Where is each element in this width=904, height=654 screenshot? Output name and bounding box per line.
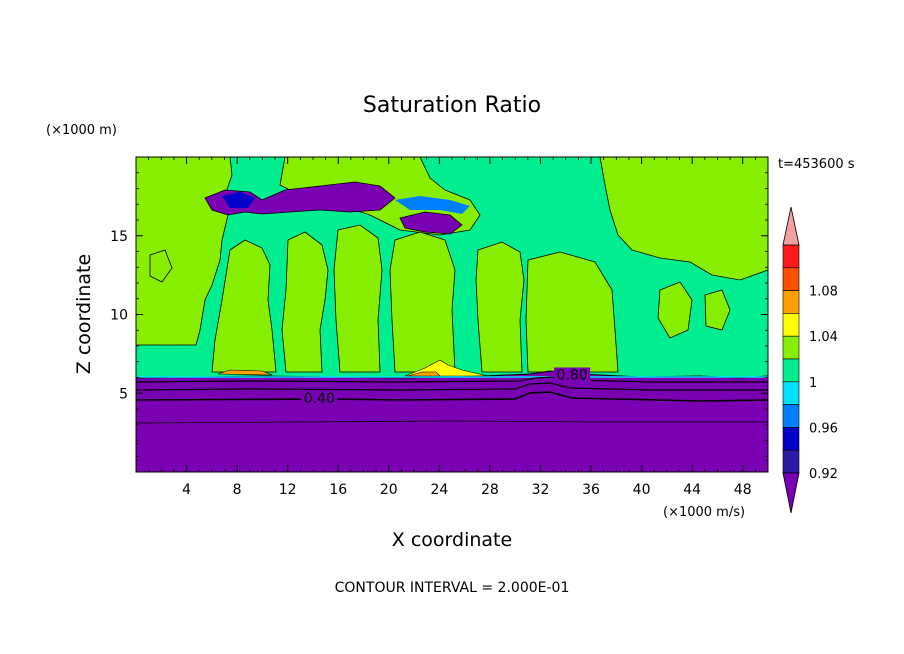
green-streak-3 <box>333 224 383 373</box>
y-axis: 5 10 15 <box>110 172 768 457</box>
green-patch-right-1 <box>657 281 693 339</box>
colorbar-band <box>782 267 800 291</box>
colorbar-band <box>782 335 800 360</box>
x-tick-label: 40 <box>633 482 651 498</box>
contour-label-bg <box>554 367 591 382</box>
green-patch-left <box>149 249 173 283</box>
contour-line-0.8 <box>136 376 768 383</box>
green-patch-right-2 <box>704 289 731 331</box>
y-axis-title: Z coordinate <box>73 254 95 374</box>
colorbar-band <box>782 427 800 451</box>
x-tick-label: 44 <box>683 482 701 498</box>
x-tick-label: 32 <box>532 482 550 498</box>
y-tick-label: 10 <box>110 308 128 324</box>
dry-band-blue-spot <box>222 192 255 208</box>
x-tick-label: 16 <box>329 482 347 498</box>
x-tick-label: 20 <box>380 482 398 498</box>
x-tick-label: 24 <box>430 482 448 498</box>
green-streak-1 <box>211 239 277 373</box>
moist-patch-center-orange <box>407 371 441 377</box>
chart-title: Saturation Ratio <box>363 93 541 118</box>
green-streak-2 <box>281 231 329 373</box>
green-block-28-32 <box>475 241 525 373</box>
colorbar-tick-label: 1.08 <box>809 285 838 300</box>
colorbar-tick-label: 0.96 <box>809 421 838 436</box>
colorbar-extend-top <box>782 206 800 246</box>
contour-line-0.4 <box>136 391 768 402</box>
colorbar-band <box>782 449 800 474</box>
contour-interval-footer: CONTOUR INTERVAL = 2.000E-01 <box>335 580 570 596</box>
y-tick-label: 15 <box>110 229 128 245</box>
y-unit-label: (×1000 m) <box>46 123 117 138</box>
lower-dry-layer <box>136 370 768 472</box>
dry-band-blue-fringe <box>395 196 470 214</box>
x-unit-label: (×1000 m/s) <box>663 505 745 520</box>
colorbar-band <box>782 381 800 405</box>
x-tick-label: 36 <box>582 482 600 498</box>
colorbar-band <box>782 244 800 269</box>
moist-patch-left <box>217 369 273 376</box>
x-axis-title: X coordinate <box>392 529 512 551</box>
colorbar-extend-bottom <box>782 472 800 514</box>
colorbar-band <box>782 313 800 337</box>
colorbar-tick-label: 1.04 <box>809 330 838 345</box>
contour-line-0.6 <box>136 382 768 391</box>
dry-band-top <box>204 181 396 216</box>
dry-band-right-piece <box>399 211 463 235</box>
colorbar-tick-label: 1 <box>809 376 817 391</box>
colorbar: 1.08 1.04 1 0.96 0.92 <box>782 206 838 514</box>
colorbar-tick-label: 0.92 <box>809 467 838 482</box>
x-tick-label: 12 <box>279 482 297 498</box>
contour-line-0.2 <box>136 420 768 424</box>
contour-labels: 0.40 0.80 <box>301 367 591 407</box>
x-axis: 4 8 12 16 20 24 28 32 36 40 44 48 <box>148 157 756 498</box>
colorbar-band <box>782 404 800 428</box>
green-region-upper-left <box>136 157 233 346</box>
contour-label: 0.40 <box>304 391 335 407</box>
time-label: t=453600 s <box>778 157 855 172</box>
contour-label-bg <box>301 391 338 406</box>
x-tick-label: 48 <box>734 482 752 498</box>
green-region-right <box>599 157 768 281</box>
colorbar-band <box>782 290 800 314</box>
contour-label: 0.80 <box>556 368 587 384</box>
colorbar-band <box>782 358 800 383</box>
y-tick-label: 5 <box>119 386 128 402</box>
green-block-center <box>389 231 456 373</box>
x-tick-label: 8 <box>233 482 242 498</box>
green-block-32-38 <box>525 251 619 373</box>
plot-area: 0.40 0.80 <box>136 157 768 472</box>
x-tick-label: 28 <box>481 482 499 498</box>
x-tick-label: 4 <box>182 482 191 498</box>
